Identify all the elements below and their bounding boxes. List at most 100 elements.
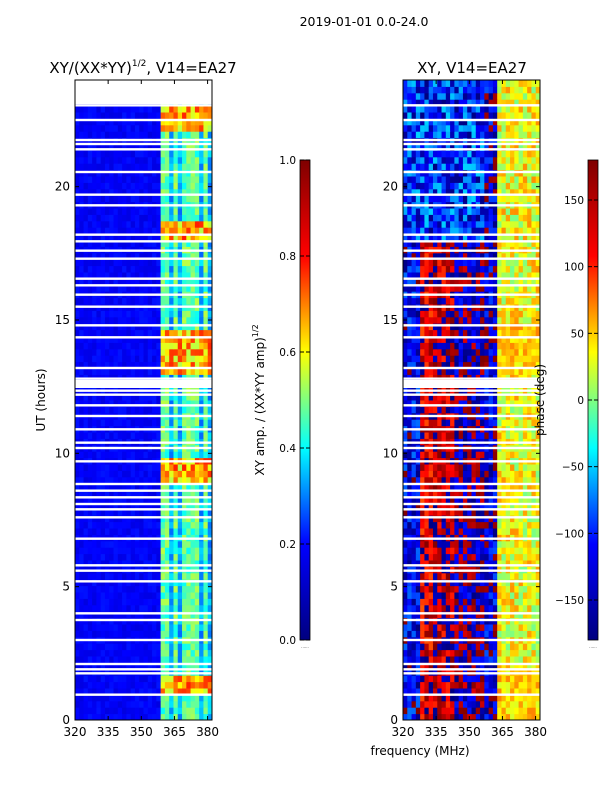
heatmap-cell — [92, 713, 97, 720]
heatmap-cell — [143, 265, 149, 273]
heatmap-cell — [139, 547, 144, 555]
heatmap-cell — [130, 163, 136, 171]
heatmap-cell — [207, 508, 212, 516]
heatmap-cell — [194, 508, 200, 516]
heatmap-cell — [471, 489, 477, 497]
heatmap-cell — [139, 220, 144, 228]
heatmap-cell — [100, 476, 106, 484]
heatmap-cell — [454, 393, 460, 401]
heatmap-cell — [117, 156, 123, 164]
panel-a-title-main: XY/(XX*YY) — [49, 59, 132, 77]
heatmap-cell — [75, 521, 80, 529]
heatmap-cell — [177, 316, 183, 324]
heatmap-cell — [194, 476, 200, 484]
heatmap-cell — [143, 656, 149, 663]
heatmap-cell — [445, 604, 451, 612]
heatmap-cell — [117, 265, 123, 273]
heatmap-cell — [130, 233, 136, 241]
heatmap-cell — [518, 598, 524, 606]
heatmap-cell — [458, 528, 464, 535]
heatmap-cell — [100, 355, 106, 363]
heatmap-cell — [522, 688, 528, 695]
heatmap-cell — [411, 515, 417, 523]
heatmap-cell — [505, 502, 511, 510]
heatmap-cell — [96, 579, 102, 587]
heatmap-cell — [411, 406, 417, 414]
heatmap-cell — [475, 476, 481, 484]
heatmap-cell — [79, 521, 85, 529]
heatmap-cell — [186, 700, 192, 708]
heatmap-cell — [203, 272, 209, 279]
heatmap-cell — [130, 419, 136, 427]
heatmap-cell — [134, 528, 140, 535]
heatmap-cell — [441, 649, 447, 657]
heatmap-cell — [139, 131, 144, 139]
heatmap-cell — [518, 464, 524, 471]
heatmap-cell — [122, 572, 127, 580]
heatmap-cell — [518, 540, 524, 548]
heatmap-cell — [437, 585, 443, 593]
heatmap-cell — [445, 476, 451, 484]
heatmap-cell — [467, 630, 472, 638]
heatmap-cell — [75, 393, 80, 401]
heatmap-cell — [505, 579, 511, 587]
heatmap-cell — [79, 336, 85, 343]
heatmap-cell — [156, 419, 162, 427]
heatmap-cell — [173, 368, 179, 375]
heatmap-cell — [535, 656, 540, 663]
heatmap-cell — [147, 220, 153, 228]
heatmap-cell — [407, 675, 413, 683]
heatmap-cell — [156, 310, 162, 318]
heatmap-cell — [462, 630, 468, 638]
heatmap-cell — [527, 560, 532, 567]
heatmap-cell — [182, 464, 187, 471]
heatmap-cell — [437, 688, 443, 695]
heatmap-cell — [522, 540, 528, 548]
heatmap-cell — [134, 688, 140, 695]
heatmap-cell — [403, 451, 408, 459]
heatmap-cell — [100, 176, 106, 183]
heatmap-cell — [458, 688, 464, 695]
heatmap-cell — [186, 252, 192, 260]
heatmap-cell — [147, 707, 153, 715]
heatmap-cell — [130, 579, 136, 587]
heatmap-cell — [501, 598, 507, 606]
heatmap-cell — [160, 643, 166, 651]
heatmap-cell — [203, 470, 209, 478]
heatmap-cell — [109, 297, 115, 305]
heatmap-cell — [79, 528, 85, 535]
heatmap-cell — [194, 656, 200, 663]
heatmap-cell — [96, 464, 102, 471]
heatmap-cell — [96, 105, 102, 113]
heatmap-cell — [475, 656, 481, 663]
heatmap-cell — [177, 707, 183, 715]
heatmap-cell — [75, 470, 80, 478]
heatmap-cell — [432, 675, 438, 683]
heatmap-cell — [445, 406, 451, 414]
heatmap-cell — [147, 208, 153, 215]
heatmap-cell — [126, 316, 132, 324]
heatmap-cell — [79, 515, 85, 523]
heatmap-cell — [139, 150, 144, 158]
heatmap-cell — [177, 131, 183, 139]
heatmap-cell — [75, 656, 80, 663]
heatmap-cell — [467, 707, 472, 715]
heatmap-cell — [514, 713, 520, 720]
heatmap-cell — [177, 272, 183, 279]
heatmap-cell — [518, 592, 524, 599]
heatmap-cell — [117, 195, 123, 203]
heatmap-cell — [475, 483, 481, 491]
heatmap-cell — [87, 675, 93, 683]
heatmap-cell — [415, 515, 421, 523]
heatmap-cell — [75, 272, 80, 279]
heatmap-cell — [100, 240, 106, 247]
heatmap-cell — [152, 220, 157, 228]
heatmap-cell — [510, 707, 515, 715]
heatmap-cell — [407, 515, 413, 523]
heatmap-cell — [445, 489, 451, 497]
heatmap-cell — [75, 220, 80, 228]
heatmap-cell — [450, 700, 455, 708]
heatmap-cell — [139, 240, 144, 247]
heatmap-cell — [122, 406, 127, 414]
heatmap-cell — [531, 502, 537, 510]
